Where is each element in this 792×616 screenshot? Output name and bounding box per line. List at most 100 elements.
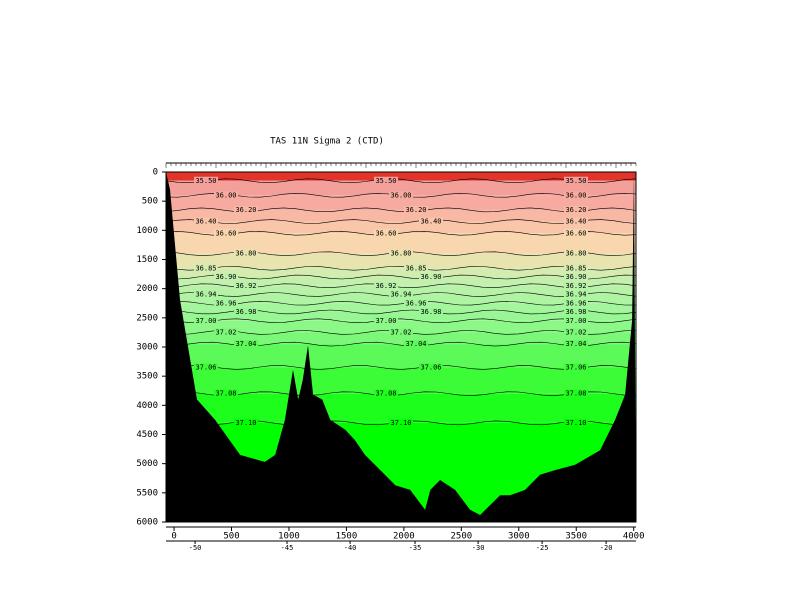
contour-label-bg xyxy=(374,176,398,185)
contour-label: 37.06 xyxy=(420,363,441,371)
contour-label-bg xyxy=(419,308,443,316)
contour-label: 36.00 xyxy=(390,191,411,199)
lon-tick-label: -35 xyxy=(409,544,422,552)
contour-label: 36.92 xyxy=(235,282,256,290)
contour-label-bg xyxy=(564,308,588,316)
contour-band xyxy=(166,180,636,196)
y-tick-label: 2000 xyxy=(136,284,158,294)
x-tick-label: 1500 xyxy=(336,532,358,542)
contour-label-bg xyxy=(564,281,588,290)
contour-label-bg xyxy=(194,363,218,372)
lon-tick-label: -50 xyxy=(189,544,202,552)
contour-label-bg xyxy=(564,205,588,214)
x-tick-label: 4000 xyxy=(623,532,645,542)
contour-label: 37.00 xyxy=(195,317,216,325)
contour-label: 36.80 xyxy=(235,250,256,258)
contour-label-bg xyxy=(389,290,413,299)
contour-band xyxy=(166,367,636,394)
contour-label-bg xyxy=(214,229,238,238)
contour-label: 36.80 xyxy=(565,250,586,258)
contour-label: 36.40 xyxy=(565,218,586,226)
contour-label-bg xyxy=(564,249,588,258)
lon-tick-label: -40 xyxy=(344,544,357,552)
contour-band xyxy=(166,233,636,254)
x-tick-label: 2500 xyxy=(450,532,472,542)
contour-label-bg xyxy=(214,389,238,398)
x-tick-label: 0 xyxy=(171,532,176,542)
contour-line xyxy=(165,178,637,184)
contour-label: 36.90 xyxy=(565,273,586,281)
contour-label-bg xyxy=(234,308,258,316)
contour-label-bg xyxy=(194,176,218,185)
contour-label: 37.08 xyxy=(375,390,396,398)
contour-label: 36.00 xyxy=(565,191,586,199)
contour-label: 37.04 xyxy=(565,340,586,348)
contour-label: 36.80 xyxy=(390,250,411,258)
contour-label: 37.08 xyxy=(215,390,236,398)
contour-label-bg xyxy=(404,340,428,349)
contour-line xyxy=(165,391,637,397)
y-tick-label: 6000 xyxy=(136,518,158,528)
contour-label: 36.96 xyxy=(565,299,586,307)
y-tick-label: 1000 xyxy=(136,226,158,236)
contour-label-bg xyxy=(389,191,413,200)
contour-band xyxy=(166,344,636,368)
contour-label: 35.50 xyxy=(195,177,216,185)
contour-label-bg xyxy=(374,316,398,325)
contour-label-bg xyxy=(564,299,588,308)
lon-tick-label: -20 xyxy=(600,544,613,552)
contour-label: 37.02 xyxy=(215,328,236,336)
contour-label: 36.98 xyxy=(565,308,586,316)
contour-label: 36.94 xyxy=(390,291,411,299)
contour-label: 36.40 xyxy=(195,218,216,226)
contour-label-bg xyxy=(389,249,413,258)
contour-label: 37.06 xyxy=(195,363,216,371)
contour-band xyxy=(166,312,636,321)
x-tick-label: 3000 xyxy=(508,532,530,542)
contour-label: 37.10 xyxy=(565,419,586,427)
contour-label-bg xyxy=(564,316,588,325)
contour-label-bg xyxy=(404,264,428,273)
contour-label-bg xyxy=(419,363,443,372)
contour-band xyxy=(166,320,636,333)
surface-band xyxy=(166,172,636,181)
contour-label: 36.60 xyxy=(375,229,396,237)
contour-line xyxy=(165,266,637,271)
contour-label-bg xyxy=(374,389,398,398)
contour-band xyxy=(166,221,636,234)
contour-label: 37.04 xyxy=(405,340,426,348)
contour-band xyxy=(166,332,636,345)
contour-label: 37.04 xyxy=(235,340,256,348)
contour-label-bg xyxy=(564,264,588,273)
contour-label: 36.98 xyxy=(420,308,441,316)
contour-line xyxy=(165,219,637,224)
contour-label: 36.96 xyxy=(215,299,236,307)
contour-label-bg xyxy=(374,281,398,290)
y-tick-label: 4000 xyxy=(136,401,158,411)
x-tick-label: 2000 xyxy=(393,532,415,542)
contour-band xyxy=(166,277,636,286)
contour-band xyxy=(166,195,636,210)
contour-label: 37.10 xyxy=(390,419,411,427)
y-tick-label: 4500 xyxy=(136,430,158,440)
contour-label: 37.00 xyxy=(375,317,396,325)
y-tick-label: 0 xyxy=(153,168,158,178)
contour-label: 36.92 xyxy=(565,282,586,290)
contour-label: 37.08 xyxy=(565,390,586,398)
contour-label: 36.90 xyxy=(420,273,441,281)
contour-label-bg xyxy=(564,229,588,238)
lon-tick-label: -25 xyxy=(536,544,549,552)
contour-band xyxy=(166,294,636,304)
contour-label-bg xyxy=(564,389,588,398)
contour-label: 37.10 xyxy=(235,419,256,427)
contour-label: 36.40 xyxy=(420,218,441,226)
contour-label-bg xyxy=(194,264,218,273)
x-tick-label: 3500 xyxy=(565,532,587,542)
contour-label-bg xyxy=(194,290,218,299)
y-tick-label: 3000 xyxy=(136,343,158,353)
contour-label-bg xyxy=(564,290,588,299)
contour-label-bg xyxy=(419,217,443,226)
contour-band xyxy=(166,303,636,312)
contour-label-bg xyxy=(214,191,238,200)
